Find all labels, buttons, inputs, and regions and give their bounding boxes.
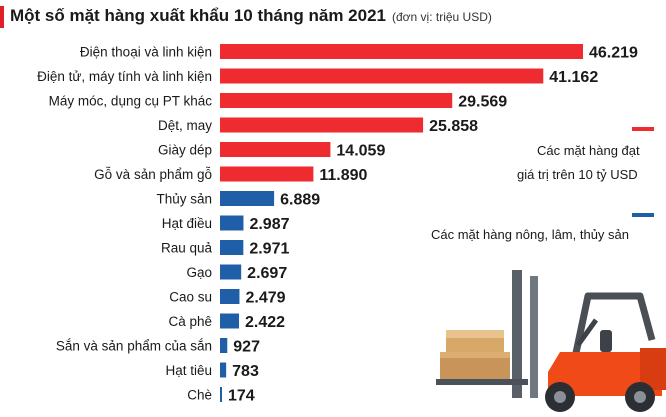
bar: [220, 191, 275, 206]
value-label: 14.059: [336, 143, 385, 160]
bar: [220, 166, 314, 182]
bar: [220, 264, 242, 280]
legend-red-line2: giá trị trên 10 tỷ USD: [517, 167, 638, 182]
category-label: Giày dép: [158, 143, 212, 158]
value-label: 46.219: [589, 45, 638, 62]
legend-blue-swatch: [632, 213, 654, 217]
value-label: 11.890: [319, 167, 367, 184]
value-label: 41.162: [549, 69, 598, 86]
forklift-mast-right: [530, 276, 538, 398]
value-label: 25.858: [429, 118, 478, 135]
category-label: Điện tử, máy tính và linh kiện: [37, 69, 212, 84]
value-label: 6.889: [280, 192, 320, 209]
bar: [220, 289, 240, 304]
forklift-rear-hub: [634, 391, 646, 403]
category-label: Hạt tiêu: [165, 363, 212, 378]
chart-title: Một số mặt hàng xuất khẩu 10 tháng năm 2…: [10, 6, 492, 26]
category-label: Cao su: [169, 290, 212, 305]
category-label: Thủy sản: [156, 192, 212, 207]
chart-unit: (đơn vị: triệu USD): [391, 10, 492, 24]
forklift-seat: [600, 330, 612, 352]
value-label: 174: [228, 388, 255, 405]
category-label: Rau quả: [161, 241, 213, 256]
title-accent-bar: [0, 6, 4, 28]
bar: [220, 387, 222, 402]
forklift-fork: [436, 379, 528, 385]
cargo-box-bottom-lid: [440, 352, 510, 358]
value-label: 927: [233, 339, 260, 356]
legend-blue-label: Các mặt hàng nông, lâm, thủy sản: [431, 227, 630, 242]
value-label: 2.697: [247, 265, 287, 282]
bar: [220, 313, 240, 329]
bar: [220, 93, 453, 108]
bar: [220, 338, 228, 353]
forklift-illustration: [436, 270, 666, 412]
forklift-cab-frame: [568, 292, 656, 373]
bar: [220, 117, 424, 133]
forklift-mast-left: [512, 270, 522, 398]
bar: [220, 44, 583, 59]
value-label: 2.987: [249, 216, 289, 233]
bar: [220, 215, 244, 231]
value-label: 2.422: [245, 314, 285, 331]
bar: [220, 240, 244, 255]
legend-red-line1: Các mặt hàng đạt: [537, 143, 640, 158]
value-label: 2.971: [249, 241, 289, 258]
bar: [220, 362, 227, 378]
category-label: Hạt điều: [162, 216, 212, 231]
chart-title-text: Một số mặt hàng xuất khẩu 10 tháng năm 2…: [10, 6, 386, 25]
value-label: 783: [232, 363, 259, 380]
forklift-steering: [575, 318, 599, 347]
category-label: Dệt, may: [158, 118, 212, 133]
chart-header: Một số mặt hàng xuất khẩu 10 tháng năm 2…: [0, 2, 666, 32]
cargo-box-top-lid: [446, 330, 504, 338]
legend-red-swatch: [632, 127, 654, 131]
category-label: Gạo: [186, 265, 212, 280]
category-label: Chè: [187, 388, 212, 403]
category-label: Cà phê: [168, 314, 212, 329]
bar: [220, 142, 331, 157]
category-label: Sắn và sản phẩm của sắn: [56, 339, 212, 354]
category-label: Máy móc, dụng cụ PT khác: [49, 94, 213, 109]
forklift-front-hub: [554, 391, 566, 403]
category-label: Điện thoại và linh kiện: [80, 45, 212, 60]
bars-layer: Điện thoại và linh kiện 46.219 Điện tử, má…: [37, 44, 638, 405]
value-label: 2.479: [245, 290, 285, 307]
value-label: 29.569: [458, 94, 507, 111]
bar: [220, 68, 544, 84]
category-label: Gỗ và sản phẩm gỗ: [94, 167, 212, 182]
